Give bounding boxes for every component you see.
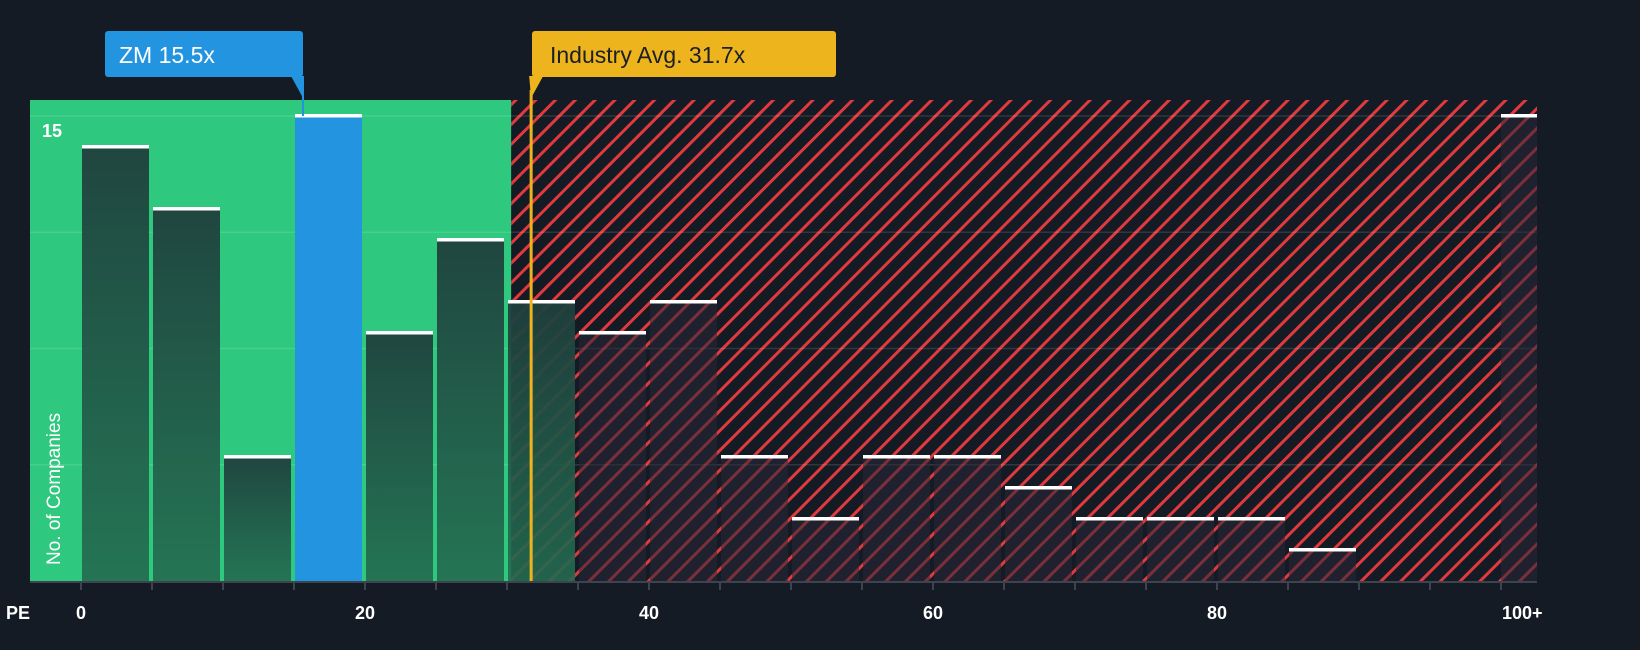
bar-top-cap	[366, 331, 433, 335]
bar-top-cap	[1076, 517, 1143, 521]
industry-avg-label: Industry Avg. 31.7x	[550, 42, 746, 68]
bar-top-cap	[863, 455, 930, 459]
x-tick-label: 0	[76, 603, 86, 623]
y-axis-label: No. of Companies	[44, 413, 65, 565]
histogram-bar	[1501, 116, 1537, 581]
bar-top-cap	[650, 300, 717, 304]
bar-top-cap	[579, 331, 646, 335]
histogram-bar	[1289, 550, 1356, 581]
bar-top-cap	[295, 114, 362, 118]
bar-top-cap	[792, 517, 859, 521]
bar-top-cap	[1218, 517, 1285, 521]
company-pointer	[291, 76, 303, 98]
histogram-bar	[82, 147, 149, 581]
bar-top-cap	[437, 238, 504, 242]
bar-top-cap	[224, 455, 291, 459]
histogram-bar	[366, 333, 433, 581]
histogram-bar	[792, 519, 859, 581]
company-callout	[105, 31, 303, 77]
histogram-bar	[1218, 519, 1285, 581]
x-tick-label: 60	[923, 603, 943, 623]
bar-top-cap	[82, 145, 149, 149]
histogram-bar	[863, 457, 930, 581]
bar-top-cap	[508, 300, 575, 304]
histogram-bar	[508, 302, 575, 581]
histogram-bar	[153, 209, 220, 581]
bar-top-cap	[934, 455, 1001, 459]
bar-top-cap	[1289, 548, 1356, 552]
company-label: ZM 15.5x	[119, 42, 215, 68]
x-tick-label: 100+	[1502, 603, 1543, 623]
histogram-bar	[650, 302, 717, 581]
histogram-bar	[721, 457, 788, 581]
histogram-bar	[224, 457, 291, 581]
bar-top-cap	[1147, 517, 1214, 521]
histogram-bar	[579, 333, 646, 581]
bar-top-cap	[721, 455, 788, 459]
x-tick-label: 80	[1207, 603, 1227, 623]
histogram-bar	[934, 457, 1001, 581]
histogram-bar	[437, 240, 504, 581]
x-tick-label: 40	[639, 603, 659, 623]
bar-top-cap	[153, 207, 220, 211]
bar-top-cap	[1005, 486, 1072, 490]
x-axis-label: PE	[6, 603, 30, 623]
x-tick-label: 20	[355, 603, 375, 623]
bar-top-cap	[1501, 114, 1537, 118]
industry-avg-pointer	[529, 76, 544, 98]
histogram-bar	[295, 116, 362, 581]
y-tick-label: 15	[42, 121, 62, 141]
histogram-bar	[1005, 488, 1072, 581]
histogram-bar	[1076, 519, 1143, 581]
industry-avg-callout	[532, 31, 836, 77]
histogram-bar	[1147, 519, 1214, 581]
